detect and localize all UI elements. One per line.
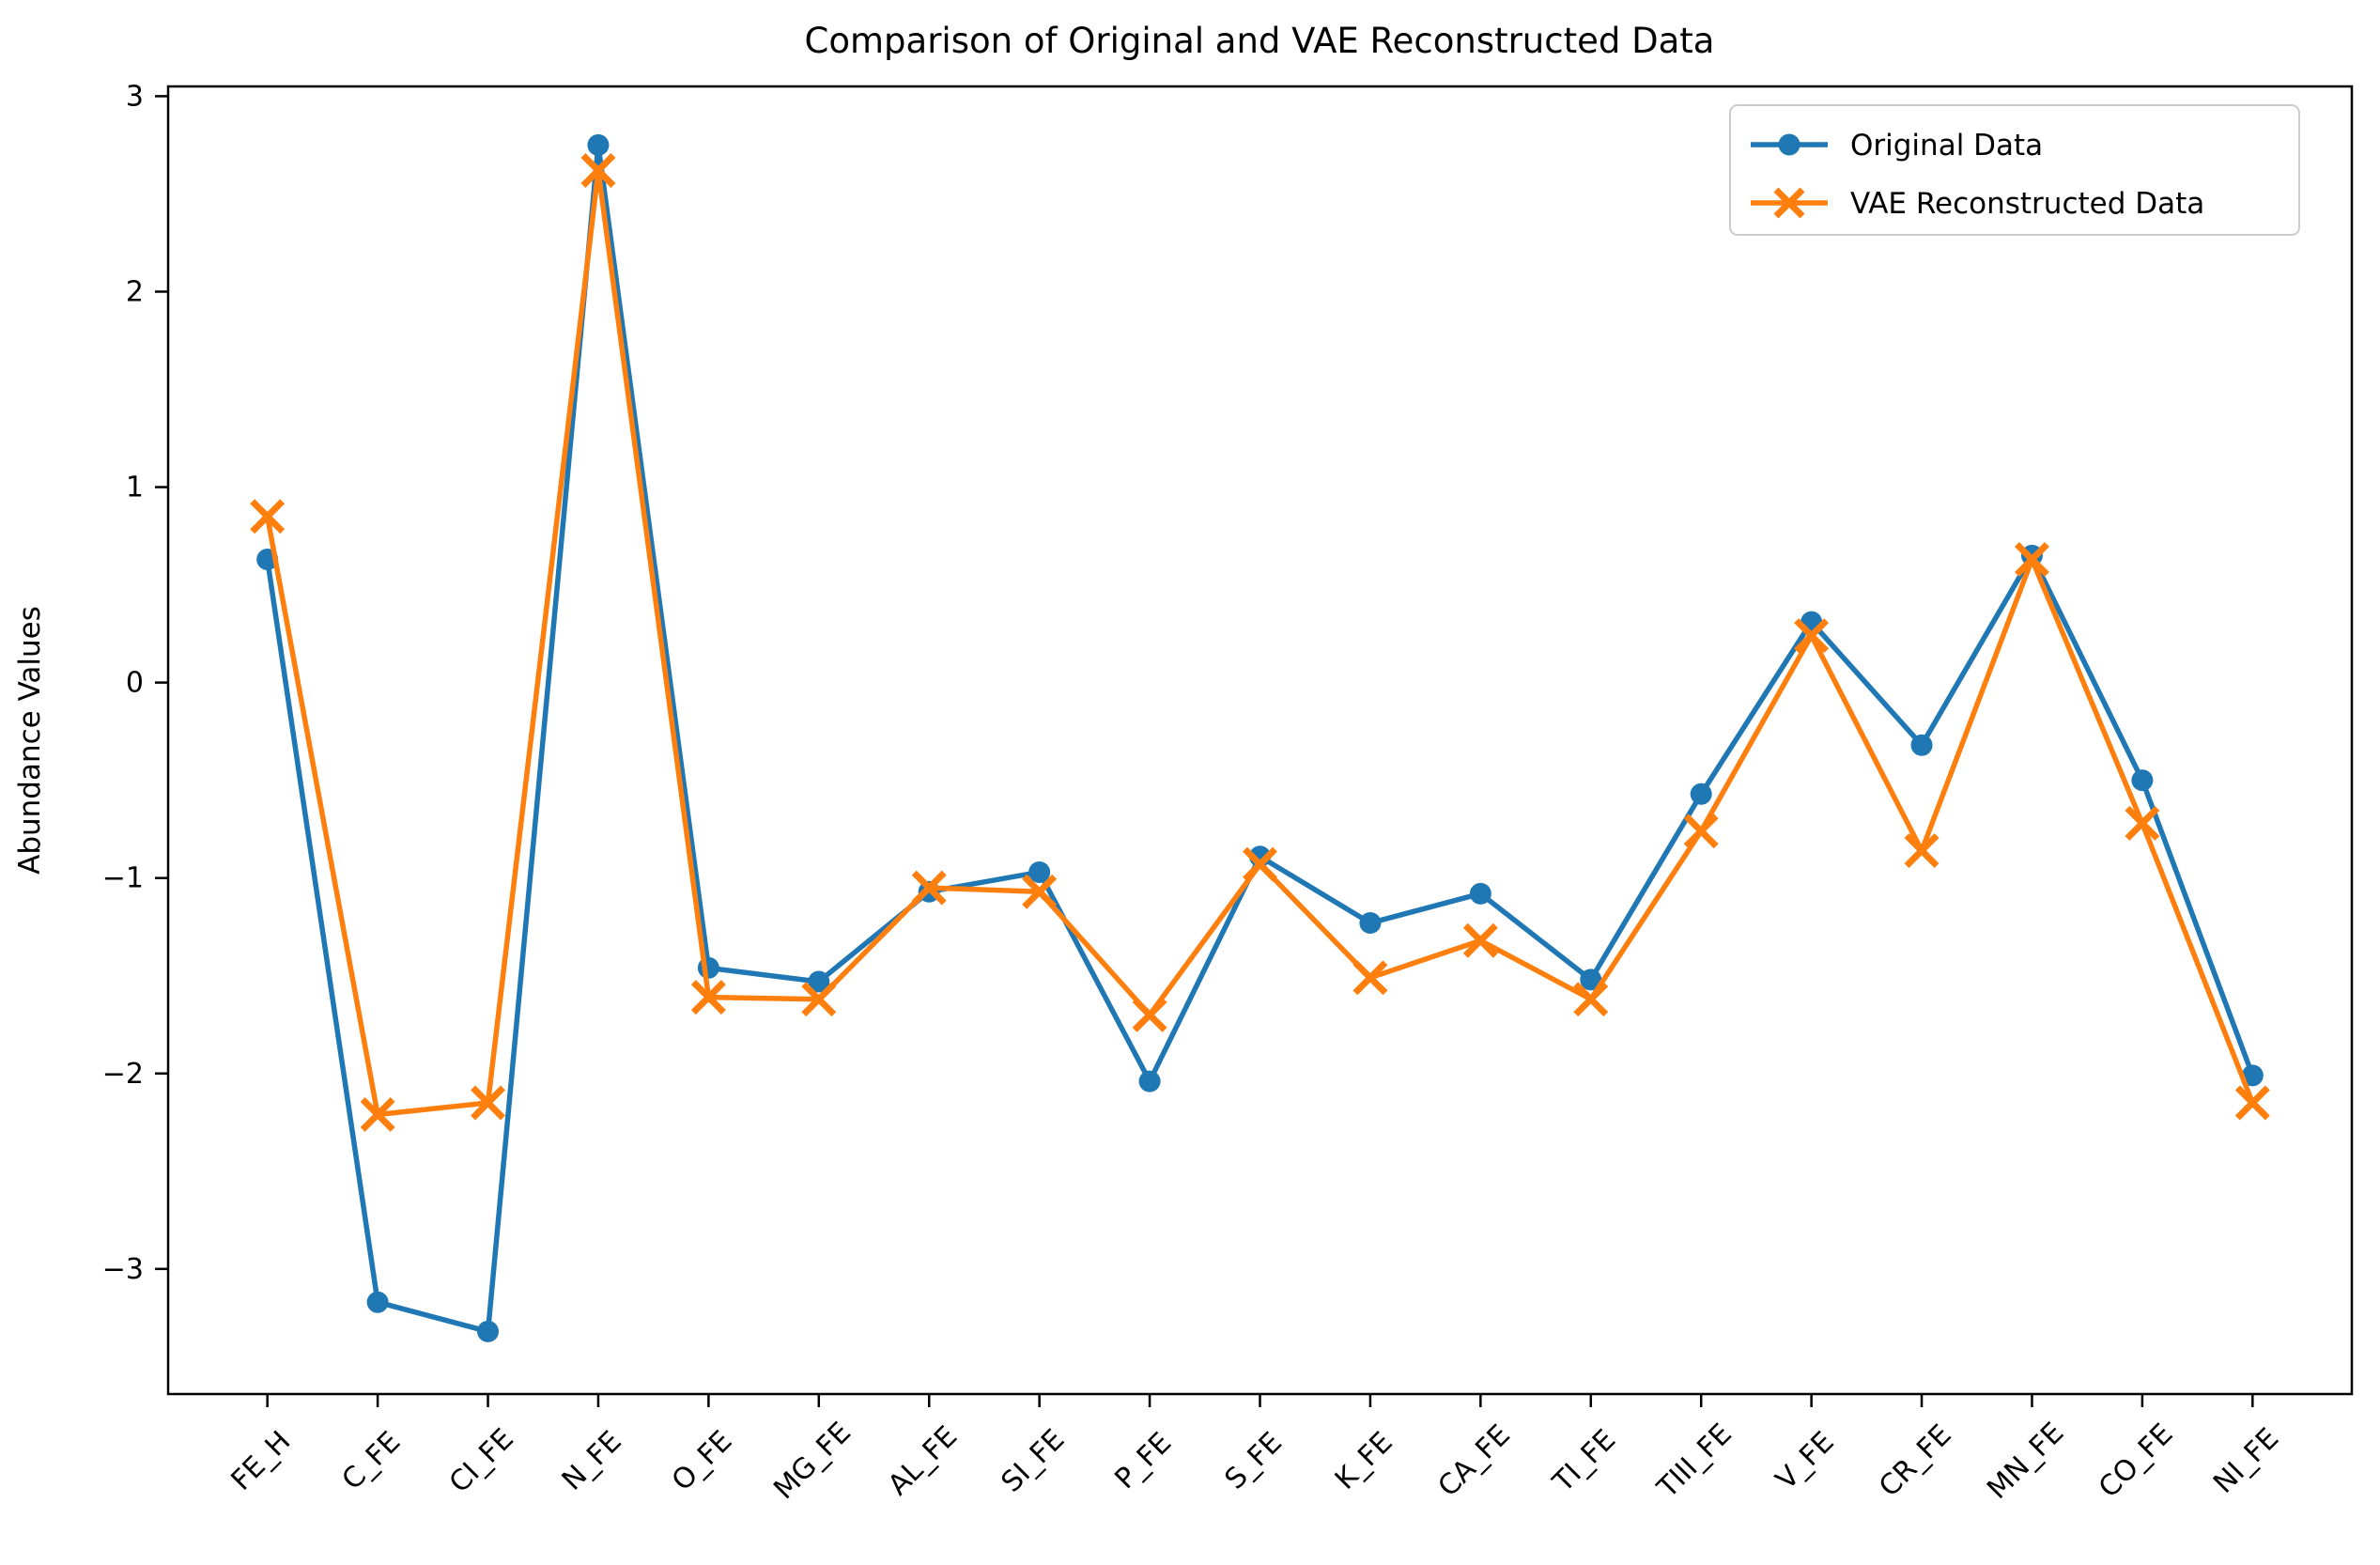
x-tick-label: SI_FE	[996, 1423, 1072, 1499]
data-point-original-data	[1910, 734, 1933, 756]
x-marker-stroke	[360, 1096, 395, 1132]
y-tick-label: 1	[126, 472, 144, 504]
axes: 3 2 1 0 −1 −2 −3 FE_H C_FE CI_FE N_FE O_FE MG_FE AL_F…	[102, 80, 2354, 1506]
data-point-original-data	[1028, 860, 1051, 883]
data-point-vae-reconstructed-data	[1794, 618, 1830, 654]
data-point-original-data	[808, 970, 830, 993]
x-marker-stroke	[801, 982, 837, 1017]
y-tick-label: 3	[126, 80, 144, 113]
data-point-original-data	[2241, 1064, 2264, 1087]
y-tick-label: −2	[102, 1058, 144, 1091]
plot-frame	[166, 85, 2354, 1396]
x-marker-stroke	[250, 499, 286, 535]
data-point-original-data	[1580, 968, 1602, 991]
x-marker-stroke	[1352, 960, 1388, 996]
data-point-vae-reconstructed-data	[2234, 1085, 2270, 1121]
x-marker-stroke	[2014, 542, 2049, 578]
legend-label-vae-reconstructed-data: VAE Reconstructed Data	[1850, 187, 2204, 221]
y-tick-label: 2	[126, 275, 144, 308]
data-point-vae-reconstructed-data	[1904, 833, 1940, 869]
data-point-vae-reconstructed-data	[360, 1096, 395, 1132]
data-point-vae-reconstructed-data	[471, 1085, 506, 1121]
data-point-vae-reconstructed-data	[1243, 846, 1277, 882]
data-point-original-data	[697, 956, 719, 979]
x-tick-label: S_FE	[1219, 1426, 1289, 1495]
series-line-vae-reconstructed-data	[264, 167, 2255, 1118]
x-tick-label: CI_FE	[443, 1422, 520, 1499]
data-point-vae-reconstructed-data	[2125, 805, 2160, 841]
data-point-vae-reconstructed-data	[1573, 982, 1609, 1017]
x-tick-label: N_FE	[556, 1425, 628, 1497]
data-point-vae-reconstructed-data	[580, 152, 616, 188]
chart-title: Comparison of Original and VAE Reconstru…	[805, 21, 1715, 61]
x-tick-label: FE_H	[225, 1425, 298, 1497]
data-point-vae-reconstructed-data	[1352, 960, 1388, 996]
x-marker-stroke	[1904, 833, 1940, 869]
x-marker-stroke	[690, 980, 726, 1015]
x-marker-stroke	[2125, 805, 2160, 841]
series-group	[250, 133, 2270, 1342]
x-marker-stroke	[1794, 618, 1830, 654]
x-marker-stroke	[1243, 846, 1277, 882]
x-tick-label: CA_FE	[1431, 1418, 1516, 1503]
x-tick-label: AL_FE	[882, 1420, 964, 1502]
x-marker-stroke	[1022, 874, 1058, 909]
data-point-original-data	[1359, 912, 1382, 935]
x-tick-label: NI_FE	[2207, 1422, 2285, 1500]
x-tick-label: MG_FE	[767, 1416, 858, 1506]
data-point-original-data	[1690, 782, 1712, 805]
data-point-original-data	[587, 133, 610, 156]
data-point-vae-reconstructed-data	[1462, 922, 1498, 958]
data-point-original-data	[1469, 882, 1491, 905]
legend-marker-original-data	[1778, 133, 1800, 156]
x-marker-stroke	[1573, 982, 1609, 1017]
data-point-vae-reconstructed-data	[911, 870, 947, 906]
x-marker-stroke	[1683, 813, 1719, 849]
x-tick-label: CO_FE	[2093, 1418, 2179, 1504]
data-point-vae-reconstructed-data	[690, 980, 726, 1015]
x-tick-label: CR_FE	[1873, 1418, 1958, 1504]
data-point-vae-reconstructed-data	[1132, 997, 1167, 1032]
x-marker-stroke	[471, 1085, 506, 1121]
x-tick-label: MN_FE	[1981, 1417, 2070, 1506]
x-tick-label: V_FE	[1770, 1426, 1840, 1496]
y-axis-label: Abundance Values	[13, 606, 47, 875]
legend: Original Data VAE Reconstructed Data	[1729, 104, 2300, 236]
legend-marker-vae-reconstructed-data	[1773, 187, 1805, 219]
x-marker-stroke	[1132, 997, 1167, 1032]
x-tick-label: TIII_FE	[1650, 1418, 1738, 1505]
legend-box	[1729, 104, 2300, 236]
data-point-original-data	[1138, 1070, 1161, 1092]
data-point-vae-reconstructed-data	[2014, 542, 2049, 578]
x-marker-stroke	[580, 152, 616, 188]
x-tick-label: P_FE	[1108, 1426, 1178, 1495]
data-point-vae-reconstructed-data	[1022, 874, 1058, 909]
x-tick-label: C_FE	[335, 1425, 407, 1496]
y-tick-label: 0	[126, 667, 144, 700]
y-tick-label: −1	[102, 862, 144, 895]
legend-label-original-data: Original Data	[1850, 129, 2043, 163]
x-tick-label: TI_FE	[1546, 1423, 1622, 1499]
x-marker-stroke	[2234, 1085, 2270, 1121]
y-tick-label: −3	[102, 1253, 144, 1286]
data-point-original-data	[2131, 769, 2154, 792]
x-marker-stroke	[911, 870, 947, 906]
data-point-vae-reconstructed-data	[1683, 813, 1719, 849]
data-point-vae-reconstructed-data	[250, 499, 286, 535]
x-marker-stroke	[1773, 187, 1805, 219]
x-tick-label: O_FE	[666, 1424, 739, 1497]
series-line-original-data	[264, 142, 2255, 1335]
x-tick-label: K_FE	[1329, 1426, 1399, 1496]
data-point-original-data	[366, 1291, 389, 1313]
data-point-vae-reconstructed-data	[801, 982, 837, 1017]
data-point-original-data	[477, 1320, 500, 1342]
x-marker-stroke	[1462, 922, 1498, 958]
